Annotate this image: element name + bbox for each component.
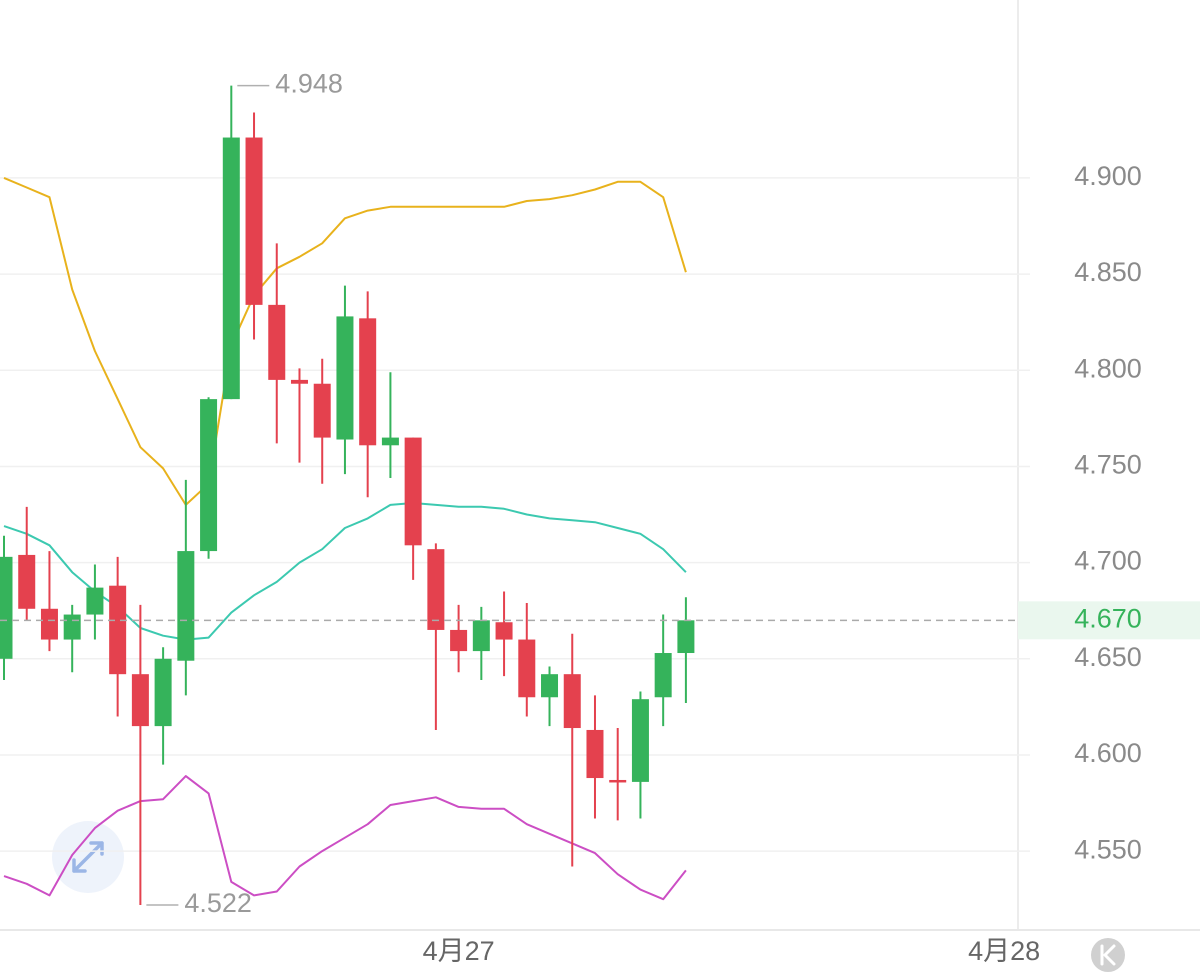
x-tick-label: 4月27 bbox=[423, 936, 495, 966]
candle-body bbox=[381, 437, 399, 446]
y-tick-label: 4.650 bbox=[1074, 642, 1142, 672]
candle-body bbox=[654, 653, 672, 698]
candle-body bbox=[495, 622, 513, 640]
candle-body bbox=[222, 137, 240, 400]
candle-body bbox=[200, 399, 218, 552]
candle-body bbox=[86, 587, 104, 615]
candle-body bbox=[290, 379, 308, 384]
candle-body bbox=[131, 674, 149, 727]
kline-button-bg[interactable] bbox=[1091, 938, 1125, 972]
candle-body bbox=[450, 629, 468, 652]
kline-icon[interactable] bbox=[1100, 944, 1116, 966]
y-tick-label: 4.900 bbox=[1074, 161, 1142, 191]
candle-body bbox=[404, 437, 422, 546]
candle-body bbox=[677, 620, 695, 654]
candle-body bbox=[245, 137, 263, 305]
y-tick-label: 4.850 bbox=[1074, 257, 1142, 287]
candle-body bbox=[336, 316, 354, 440]
candle-body bbox=[18, 554, 36, 609]
candle-body bbox=[63, 614, 81, 640]
candle-body bbox=[313, 383, 331, 438]
candle-body bbox=[359, 318, 377, 446]
last-price-badge bbox=[1018, 601, 1200, 640]
y-tick-label: 4.750 bbox=[1074, 450, 1142, 480]
candle-body bbox=[154, 658, 172, 727]
y-tick-label: 4.700 bbox=[1074, 546, 1142, 576]
band-line bbox=[3, 176, 687, 506]
candle-body bbox=[563, 674, 581, 729]
candle-body bbox=[0, 556, 13, 659]
candle-body bbox=[541, 674, 559, 698]
y-tick-label: 4.550 bbox=[1074, 834, 1142, 864]
max-marker-label: 4.948 bbox=[275, 69, 343, 99]
candle-body bbox=[609, 779, 627, 783]
min-marker-label: 4.522 bbox=[184, 888, 252, 918]
y-tick-label: 4.800 bbox=[1074, 353, 1142, 383]
candle-body bbox=[472, 620, 490, 652]
candle-body bbox=[109, 585, 127, 675]
candle-body bbox=[40, 608, 58, 640]
candle-body bbox=[427, 549, 445, 630]
candle-body bbox=[631, 699, 649, 782]
y-tick-label: 4.600 bbox=[1074, 738, 1142, 768]
last-price-label: 4.670 bbox=[1074, 603, 1142, 633]
candle-body bbox=[268, 304, 286, 380]
expand-button[interactable] bbox=[52, 821, 124, 893]
expand-icon[interactable] bbox=[72, 841, 104, 873]
candle-body bbox=[518, 639, 536, 698]
candle-body bbox=[177, 551, 195, 661]
x-tick-label: 4月28 bbox=[968, 936, 1040, 966]
kline-button[interactable] bbox=[1091, 938, 1125, 972]
candle-body bbox=[586, 729, 604, 779]
